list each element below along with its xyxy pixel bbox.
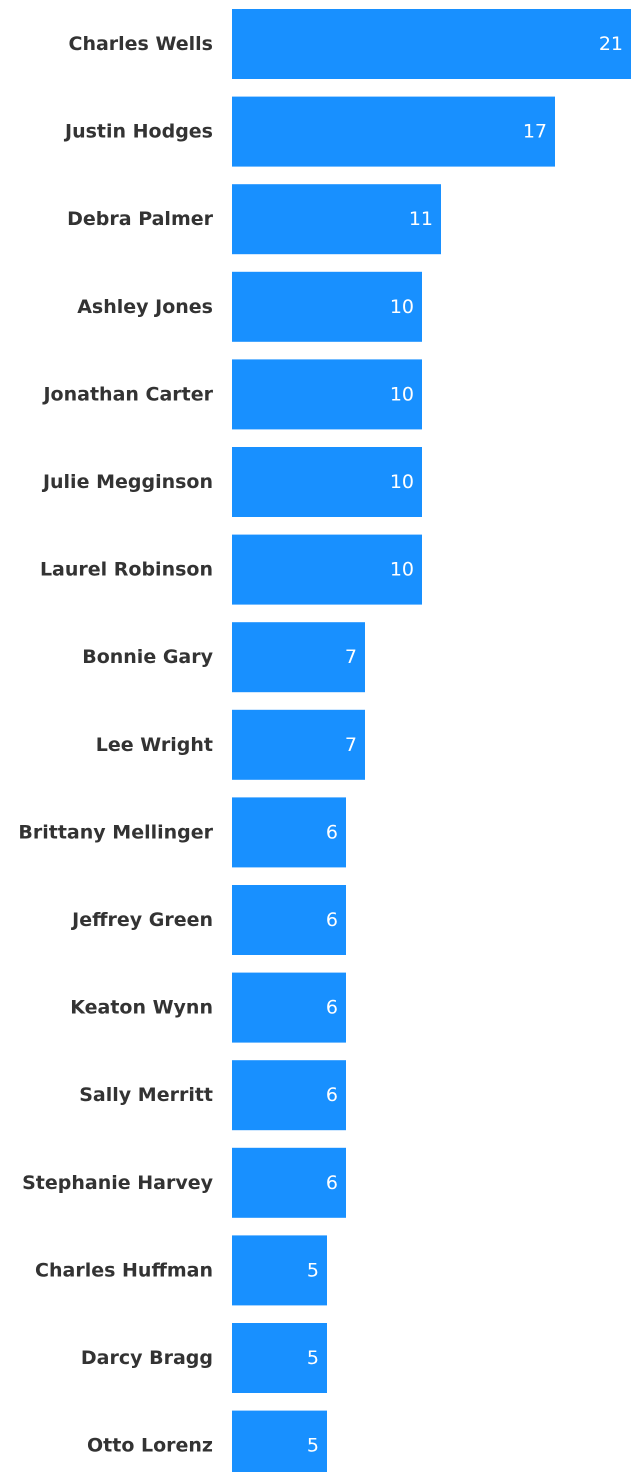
bar[interactable] (232, 534, 422, 605)
value-label: 10 (390, 559, 414, 581)
category-label: Bonnie Gary (82, 646, 213, 668)
category-label: Otto Lorenz (87, 1435, 213, 1457)
category-labels-layer: Charles Wells Justin Hodges Debra Palmer As… (18, 33, 213, 1457)
category-label: Stephanie Harvey (22, 1172, 214, 1194)
category-label: Laurel Robinson (40, 559, 213, 581)
bar[interactable] (232, 271, 422, 342)
bar[interactable] (232, 885, 346, 955)
bar[interactable] (232, 1147, 346, 1218)
value-label: 6 (326, 821, 338, 843)
value-label: 7 (345, 734, 357, 756)
bar[interactable] (232, 709, 365, 780)
bar[interactable] (232, 96, 555, 167)
bar[interactable] (232, 797, 346, 868)
value-labels-layer: 21 17 11 10 10 10 10 7 7 6 6 6 6 6 5 5 5 (307, 33, 623, 1457)
bar[interactable] (232, 1060, 346, 1131)
bar[interactable] (232, 359, 422, 430)
value-label: 5 (307, 1347, 319, 1369)
category-label: Debra Palmer (67, 208, 213, 230)
category-label: Keaton Wynn (70, 997, 213, 1019)
bar[interactable] (232, 972, 346, 1043)
value-label: 10 (390, 471, 414, 493)
bar[interactable] (232, 1410, 327, 1472)
value-label: 5 (307, 1435, 319, 1457)
category-label: Sally Merritt (79, 1084, 213, 1106)
category-label: Charles Huffman (35, 1259, 213, 1281)
bar[interactable] (232, 9, 631, 79)
bar[interactable] (232, 622, 365, 693)
bar[interactable] (232, 184, 441, 255)
category-label: Justin Hodges (63, 121, 213, 143)
value-label: 5 (307, 1259, 319, 1281)
value-label: 17 (523, 121, 547, 143)
value-label: 6 (326, 997, 338, 1019)
category-label: Darcy Bragg (81, 1347, 213, 1369)
value-label: 10 (390, 296, 414, 318)
value-label: 6 (326, 1084, 338, 1106)
category-label: Ashley Jones (77, 296, 213, 318)
category-label: Julie Megginson (41, 471, 213, 493)
value-label: 6 (326, 909, 338, 931)
category-label: Charles Wells (69, 33, 214, 55)
value-label: 11 (409, 208, 433, 230)
value-label: 7 (345, 646, 357, 668)
category-label: Brittany Mellinger (18, 821, 213, 843)
bars-layer (232, 9, 631, 1472)
bar[interactable] (232, 1235, 327, 1306)
value-label: 10 (390, 383, 414, 405)
bar[interactable] (232, 1323, 327, 1393)
bar[interactable] (232, 447, 422, 517)
category-label: Lee Wright (96, 734, 213, 756)
value-label: 21 (599, 33, 623, 55)
value-label: 6 (326, 1172, 338, 1194)
category-label: Jonathan Carter (41, 383, 213, 405)
category-label: Jeffrey Green (70, 909, 213, 931)
